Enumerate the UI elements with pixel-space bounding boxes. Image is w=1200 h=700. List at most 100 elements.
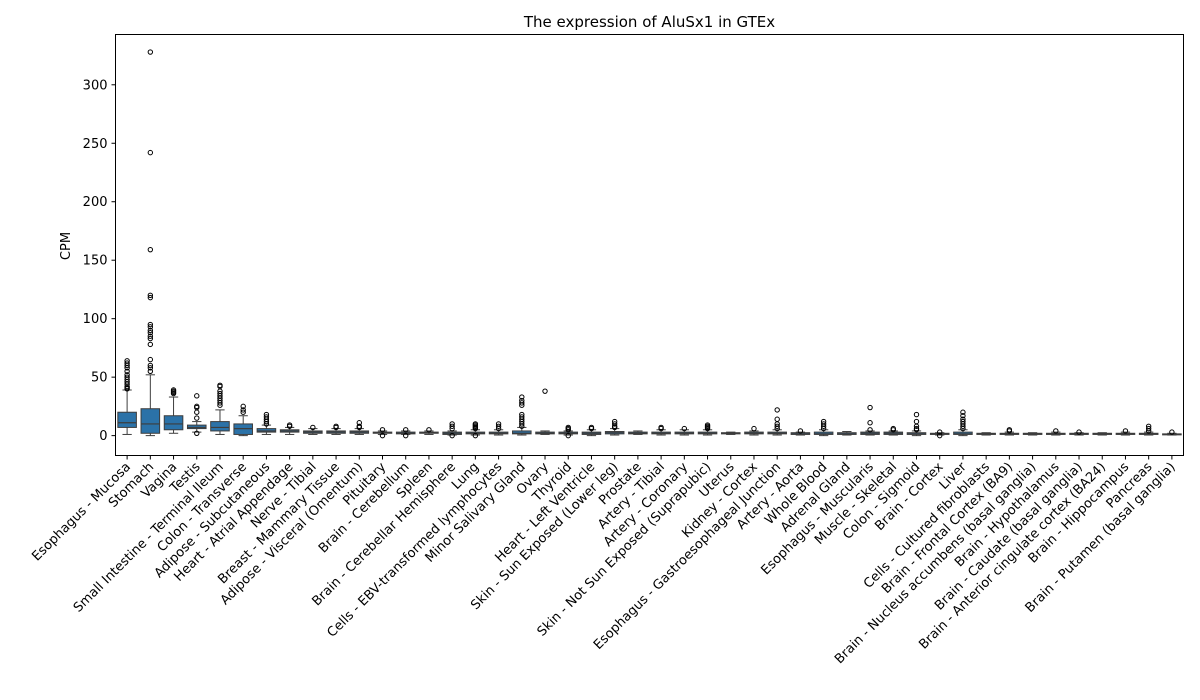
outlier-point [913,425,920,432]
outlier-point [194,430,200,436]
box-group [767,407,787,436]
outlier-point [1145,423,1152,429]
box-group [512,394,532,436]
outlier-point [147,335,154,342]
outlier-point [820,421,827,427]
box-group [581,424,602,437]
outlier-point [147,362,154,369]
box-iqr [210,421,230,432]
outlier-point [147,368,154,374]
outlier-point [147,324,154,330]
outlier-point [774,407,780,413]
box-group [906,411,927,437]
box-iqr [117,411,137,428]
y-axis: 0 50 100 150 200 250 300 [83,78,116,444]
outlier-point [194,415,200,421]
box-group [860,404,880,436]
outlier-point [519,414,525,420]
box-group [1115,428,1136,436]
outlier-point [519,397,525,404]
box-group [720,431,741,435]
outlier-point [472,432,479,439]
plot-area [117,49,1182,439]
box-group [1092,432,1113,436]
outlier-point [519,411,525,418]
outlier-point [240,403,246,410]
box-group [465,421,486,439]
outlier-point [333,423,339,429]
outlier-point [449,423,455,429]
outlier-point [263,411,270,418]
box-group [442,421,462,439]
outlier-point [124,368,130,374]
outlier-point [1122,428,1129,434]
box-group [883,425,904,436]
y-tick-label: 250 [83,137,108,152]
outlier-point [867,404,873,411]
box-iqr [140,408,161,434]
outlier-point [124,374,130,380]
box-group [790,428,811,436]
box-group [674,425,695,436]
outlier-point [1076,429,1082,435]
outlier-point [1053,428,1059,434]
outlier-point [542,388,548,394]
outlier-point [147,149,154,156]
outlier-point [217,382,223,389]
y-axis-label: CPM [59,232,74,260]
y-tick-label: 50 [91,371,108,386]
outlier-point [681,425,688,432]
outlier-point [751,425,757,432]
outlier-point [147,356,154,363]
outlier-point [449,421,455,427]
box-group [140,49,161,437]
outlier-point [449,432,455,439]
outlier-point [147,327,154,334]
box-group [976,432,996,436]
outlier-point [1169,429,1175,435]
outlier-point [913,418,920,425]
box-group [999,427,1020,436]
outlier-point [588,424,595,431]
plot-frame [115,34,1184,456]
outlier-point [960,409,966,415]
chart-title: The expression of AluSx1 in GTEx [523,13,775,31]
outlier-point [704,422,711,428]
outlier-point [147,365,154,371]
outlier-point [263,414,270,420]
outlier-point [495,423,502,429]
outlier-point [240,409,246,415]
outlier-point [147,341,154,348]
outlier-point [495,421,502,427]
outlier-point [774,416,780,422]
outlier-point [867,427,873,433]
outlier-point [147,49,154,55]
box-group [279,422,300,435]
box-iqr [163,415,184,431]
box-group [628,430,648,435]
outlier-point [797,428,804,434]
box-group [953,409,973,437]
box-group [1046,428,1066,436]
box-group [395,427,416,439]
outlier-point [472,421,479,427]
y-tick-label: 100 [83,312,108,327]
outlier-point [611,418,618,425]
outlier-point [960,413,966,419]
outlier-point [310,424,316,431]
box-group [117,358,137,435]
box-group [929,429,950,439]
box-group [651,424,671,436]
outlier-point [240,407,246,413]
outlier-point [658,424,664,431]
outlier-point [147,321,154,328]
outlier-point [913,411,920,418]
box-group [326,423,346,435]
outlier-point [379,432,386,439]
box-group [535,388,555,435]
box-group [813,418,834,437]
outlier-point [867,420,873,426]
outlier-point [124,360,130,366]
outlier-point [565,424,571,431]
outlier-point [937,429,943,435]
